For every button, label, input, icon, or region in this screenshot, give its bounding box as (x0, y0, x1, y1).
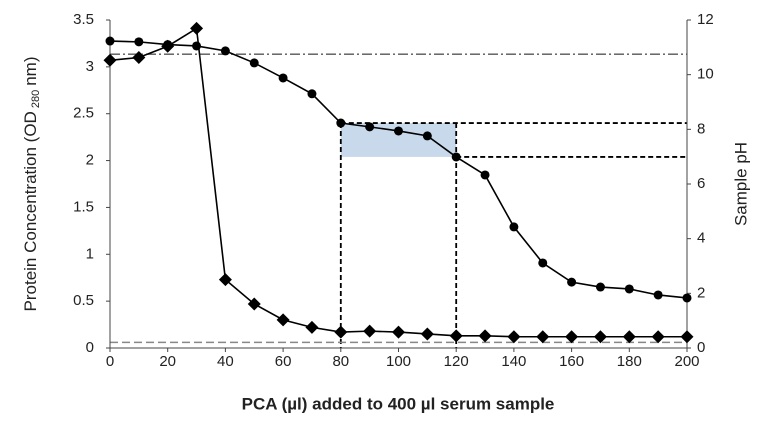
diamond-marker (651, 330, 665, 344)
y2-tick-label: 6 (697, 175, 705, 192)
x-tick-label: 20 (159, 353, 176, 370)
circle-marker (134, 37, 144, 47)
y-tick-label: 0 (86, 339, 94, 356)
diamond-marker (305, 320, 319, 334)
circle-marker (682, 293, 692, 303)
y-axis-title-sub: 280 (30, 90, 42, 108)
x-tick-label: 200 (674, 353, 699, 370)
x-tick-label: 40 (217, 353, 234, 370)
diamond-marker (536, 330, 550, 344)
x-tick-label: 60 (275, 353, 292, 370)
y2-tick-label: 12 (697, 11, 714, 28)
diamond-marker (449, 329, 463, 343)
circle-marker (336, 118, 346, 128)
circle-marker (278, 73, 288, 83)
diamond-marker (334, 325, 348, 339)
diamond-marker (565, 330, 579, 344)
diamond-marker (622, 330, 636, 344)
circle-marker (307, 89, 317, 99)
x-tick-label: 140 (501, 353, 526, 370)
x-tick-label: 0 (106, 353, 114, 370)
diamond-marker (593, 330, 607, 344)
y2-axis-title: Sample pH (731, 142, 750, 226)
y2-tick-label: 4 (697, 230, 705, 247)
circle-marker (567, 277, 577, 287)
circle-marker (192, 41, 202, 51)
x-tick-label: 180 (617, 353, 642, 370)
diamond-marker (478, 329, 492, 343)
circle-marker (394, 126, 403, 136)
circle-marker (595, 282, 605, 292)
diamond-marker (103, 53, 117, 67)
x-tick-label: 80 (332, 353, 349, 370)
circle-marker (163, 40, 173, 50)
circle-marker (365, 122, 375, 132)
circle-marker (422, 131, 432, 141)
circle-marker (220, 46, 230, 56)
x-tick-label: 120 (444, 353, 469, 370)
y-axis-title: Protein Concentration (OD 280 nm) (21, 57, 41, 312)
y-tick-label: 0.5 (73, 292, 94, 309)
y-axis-title-main: Protein Concentration (OD (21, 111, 40, 311)
y-tick-label: 3 (86, 58, 94, 75)
y2-tick-label: 0 (697, 339, 705, 356)
diamond-marker (507, 330, 521, 344)
x-axis-title: PCA (µl) added to 400 µl serum sample (242, 394, 555, 413)
diamond-marker (190, 21, 204, 35)
diamond-marker (392, 325, 405, 339)
circle-marker (653, 290, 663, 300)
series-line (109, 40, 688, 299)
diamond-marker (363, 324, 377, 338)
circle-marker (105, 36, 115, 46)
diamond-marker (218, 273, 232, 287)
diamond-marker (247, 297, 261, 311)
diamond-marker (132, 50, 146, 64)
x-tick-label: 100 (386, 353, 411, 370)
diamond-marker (276, 313, 290, 327)
y2-tick-label: 8 (697, 120, 705, 137)
y-tick-label: 3.5 (73, 11, 94, 28)
circle-marker (538, 258, 548, 268)
x-tick-label: 160 (559, 353, 584, 370)
y2-tick-label: 10 (697, 66, 714, 83)
y-tick-label: 2 (86, 152, 94, 169)
circle-marker (451, 152, 461, 162)
diamond-marker (420, 327, 434, 341)
y-tick-label: 2.5 (73, 105, 94, 122)
circle-marker (480, 170, 490, 180)
y-tick-label: 1 (86, 245, 94, 262)
y-tick-label: 1.5 (73, 198, 94, 215)
y2-tick-label: 2 (697, 284, 705, 301)
circle-marker (509, 222, 519, 232)
circle-marker (624, 284, 634, 294)
circle-marker (249, 58, 259, 68)
y-axis-title-end: nm) (21, 57, 40, 86)
diamond-marker (680, 330, 694, 344)
